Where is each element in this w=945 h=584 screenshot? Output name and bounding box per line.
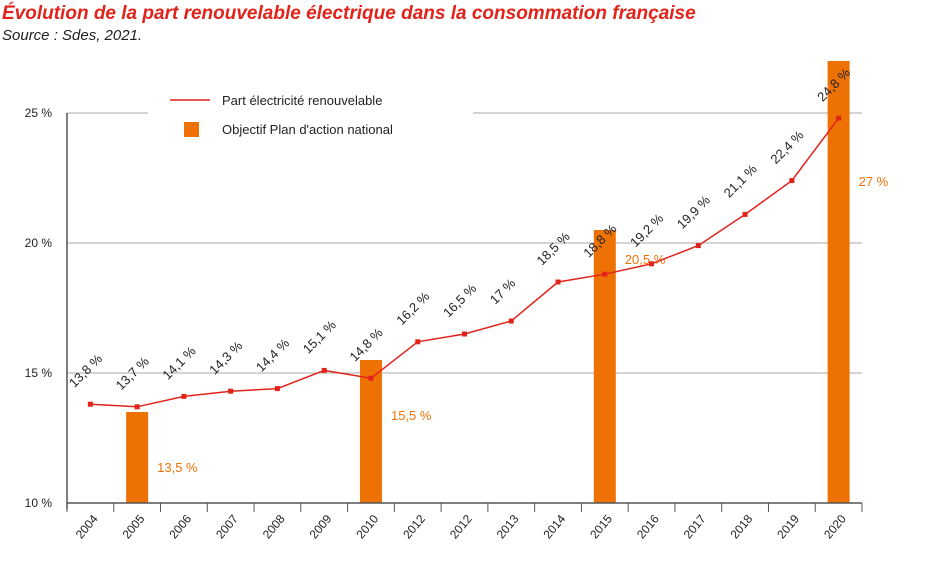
legend-label-bar: Objectif Plan d'action national: [222, 122, 393, 137]
x-tick-label: 2016: [634, 512, 662, 542]
line-point-2006: [181, 393, 187, 399]
point-label: 22,4 %: [767, 127, 807, 167]
point-label: 14,4 %: [253, 335, 293, 375]
line-point-2013: [508, 318, 514, 324]
chart-subtitle: Source : Sdes, 2021.: [2, 27, 143, 44]
bar-2015: [593, 230, 616, 503]
bar-2005: [126, 412, 149, 503]
bar-2010: [359, 360, 382, 503]
point-label: 19,9 %: [674, 192, 714, 232]
x-tick-label: 2018: [727, 512, 755, 542]
line-point-2020: [836, 115, 842, 121]
point-label: 14,8 %: [346, 325, 386, 365]
y-tick-label: 15 %: [25, 366, 53, 380]
x-tick-label: 2015: [587, 512, 615, 542]
point-label: 14,3 %: [206, 338, 246, 378]
x-tick-label: 2004: [73, 512, 101, 542]
point-label: 19,2 %: [627, 210, 667, 250]
chart-title: Évolution de la part renouvelable électr…: [2, 3, 696, 24]
line-point-2010: [368, 375, 374, 381]
bar-2020: [827, 61, 850, 503]
line-point-2005: [134, 404, 140, 410]
x-tick-label: 2006: [166, 512, 194, 542]
line-point-2018: [742, 211, 748, 217]
line-point-2012: [415, 339, 421, 345]
legend-label-line: Part électricité renouvelable: [222, 93, 382, 108]
x-tick-label: 2009: [307, 512, 335, 542]
line-series: [90, 117, 840, 408]
y-tick-label: 10 %: [25, 496, 53, 510]
bar-label: 15,5 %: [391, 408, 432, 423]
x-tick-label: 2005: [120, 512, 148, 542]
line-point-2009: [321, 367, 327, 373]
y-tick-label: 25 %: [25, 106, 53, 120]
point-label: 16,2 %: [393, 288, 433, 328]
x-tick-label: 2020: [821, 512, 849, 542]
line-point-2008: [274, 386, 280, 392]
line-point-2004: [87, 401, 93, 407]
x-tick-label: 2017: [681, 512, 709, 542]
line-point-2007: [228, 388, 234, 394]
x-tick-label: 2012: [400, 512, 428, 542]
legend-bar-swatch: [184, 122, 199, 137]
x-tick-label: 2019: [774, 512, 802, 542]
point-label: 18,5 %: [534, 229, 574, 269]
x-tick-label: 2008: [260, 512, 288, 542]
x-tick-label: 2012: [447, 512, 475, 542]
point-label: 13,8 %: [66, 351, 106, 391]
point-label: 15,1 %: [300, 317, 340, 357]
line-point-2019: [789, 178, 795, 184]
bar-label: 20,5 %: [625, 252, 666, 267]
x-tick-label: 2013: [494, 512, 522, 542]
bar-label: 27 %: [859, 174, 889, 189]
line-point-2015: [602, 271, 608, 277]
x-tick-label: 2010: [353, 512, 381, 542]
line-point-2014: [555, 279, 561, 285]
line-point-2012: [462, 331, 467, 337]
point-label: 14,1 %: [159, 343, 199, 383]
x-tick-label: 2007: [213, 512, 241, 542]
line-point-2017: [695, 243, 701, 249]
y-tick-label: 20 %: [25, 236, 53, 250]
point-label: 17 %: [487, 275, 519, 307]
bar-label: 13,5 %: [157, 460, 198, 475]
line-point-2016: [649, 261, 655, 267]
point-label: 16,5 %: [440, 281, 480, 321]
point-label: 21,1 %: [721, 161, 761, 201]
x-tick-label: 2014: [540, 512, 568, 542]
